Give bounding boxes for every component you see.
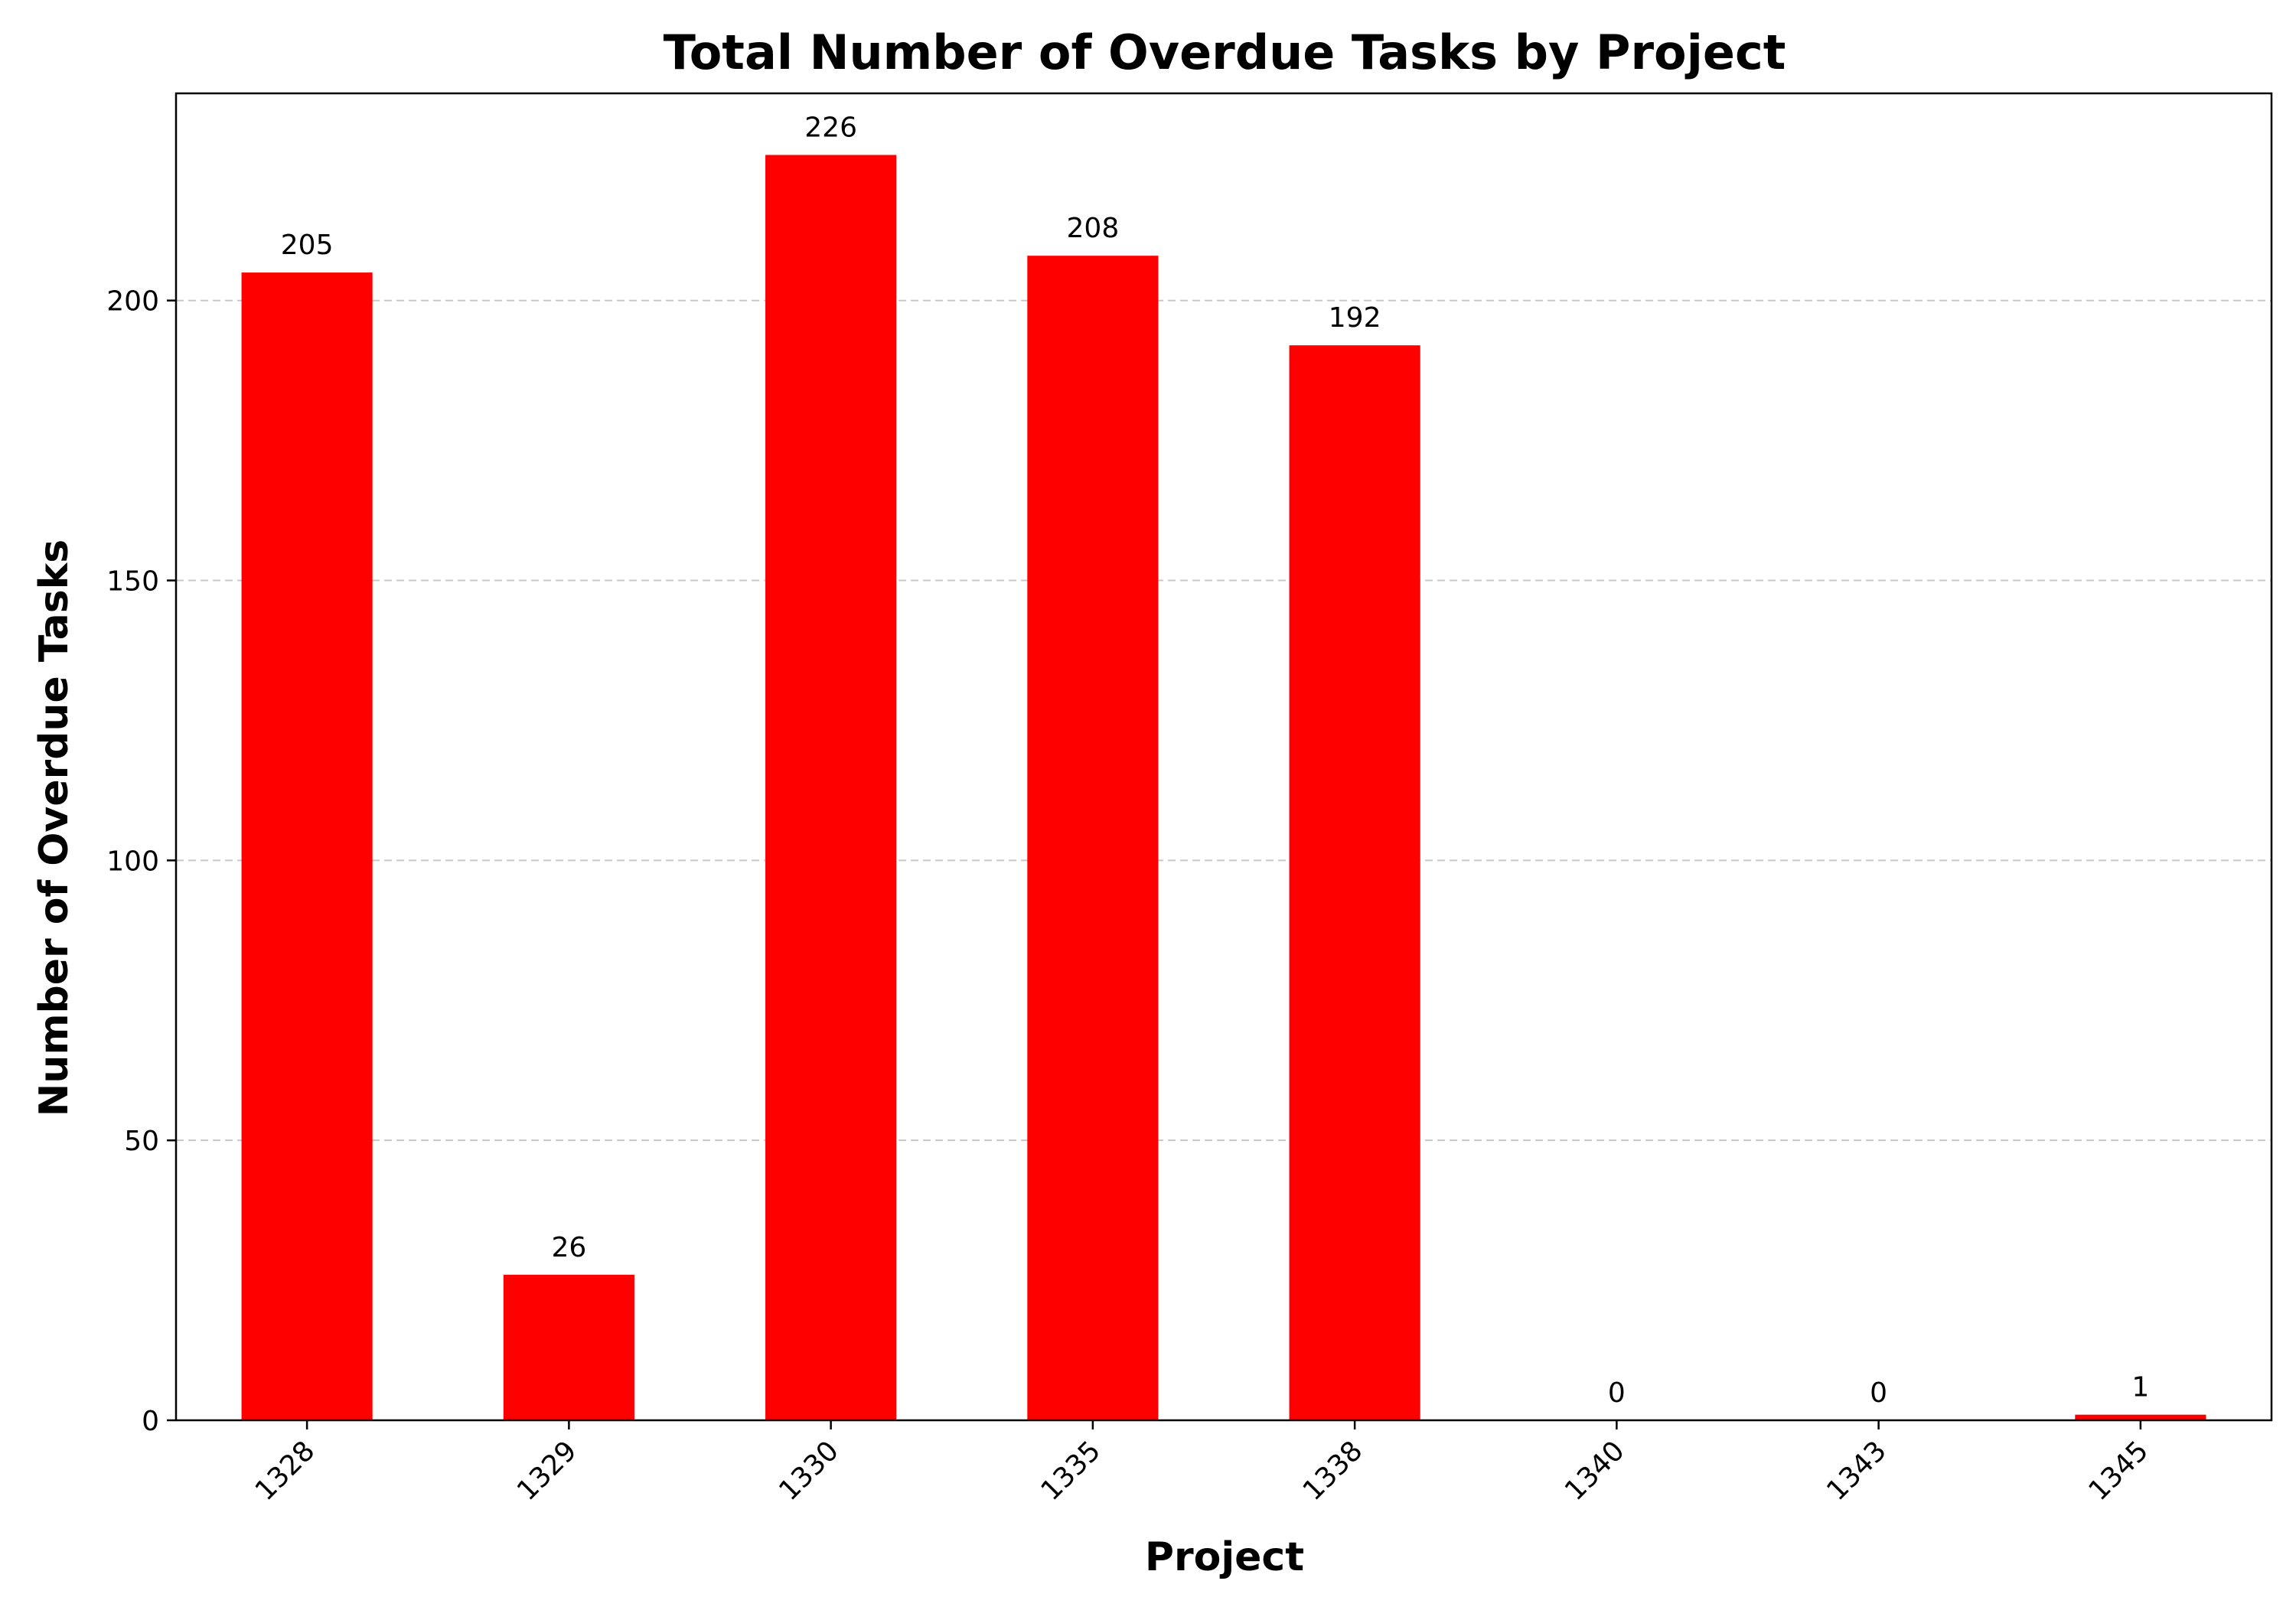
data-label: 205 [281,230,334,261]
y-tick-label: 200 [106,286,159,318]
x-tick-label: 1328 [249,1435,321,1507]
data-label: 226 [804,112,857,143]
y-tick-label: 0 [142,1406,159,1437]
bar [503,1274,634,1420]
bar [2075,1414,2206,1420]
x-tick-label: 1329 [511,1435,583,1507]
data-label: 26 [551,1232,586,1263]
plot-frame [174,92,2273,1422]
data-label: 0 [1608,1377,1626,1409]
data-labels: 205 26 226 208 192 0 0 1 [281,112,2150,1409]
y-tick-label: 50 [124,1126,159,1157]
y-tick-label: 100 [106,846,159,877]
x-tick-label: 1338 [1297,1435,1369,1507]
y-axis-ticks: 0 50 100 150 200 [106,286,176,1437]
bars [241,155,2206,1421]
data-label: 0 [1870,1377,1887,1409]
bar [241,272,373,1420]
x-axis-label: Project [1145,1534,1304,1580]
x-tick-label: 1345 [2082,1435,2154,1507]
x-tick-label: 1335 [1035,1435,1107,1507]
bar [765,155,897,1421]
gridlines [176,299,2272,1142]
x-axis-ticks: 1328 1329 1330 1335 1338 1340 1343 1345 [249,1420,2154,1507]
x-tick-label: 1340 [1559,1435,1631,1507]
chart-title: Total Number of Overdue Tasks by Project [664,24,1786,80]
data-label: 192 [1329,302,1381,334]
x-tick-label: 1330 [773,1435,845,1507]
bar [1289,345,1420,1421]
data-label: 208 [1067,213,1120,244]
bar [1027,256,1159,1420]
x-tick-label: 1343 [1821,1435,1893,1507]
data-label: 1 [2131,1372,2149,1403]
y-tick-label: 150 [106,566,159,598]
y-axis-label: Number of Overdue Tasks [31,539,77,1116]
